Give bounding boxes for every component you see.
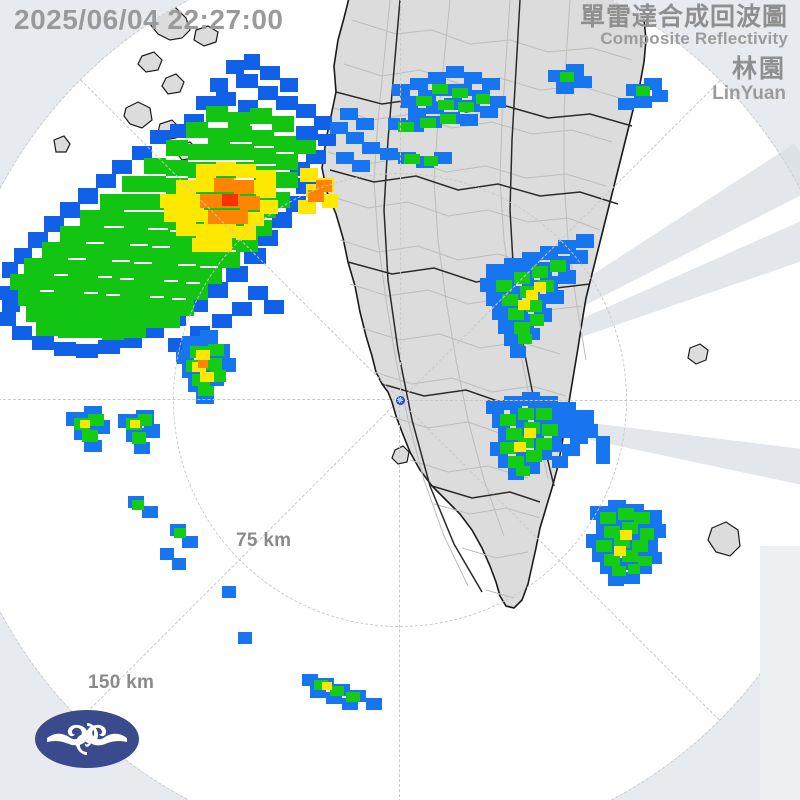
offshore-islet-southeast [707,521,741,557]
product-title-block: 單雷達合成回波圖 Composite Reflectivity [580,4,788,49]
echo-far-south-yellow [322,682,332,690]
product-title-chinese: 單雷達合成回波圖 [579,3,788,31]
echo-north-coast-blue [330,64,668,172]
xiaoliuqiu-islet [391,445,410,465]
echo-central-strait-orange [198,360,208,368]
echo-nw-band-red [222,194,238,206]
cwa-logo [35,710,139,768]
product-title-english: Composite Reflectivity [600,29,788,49]
colorbar-panel: dBZ 05101520253035404550556065 [760,546,800,800]
echo-south-cluster-yellow [514,428,536,452]
range-ring-label-75km: 75 km [236,530,292,551]
station-name-chinese: 林園 [731,55,786,83]
echo-far-south-green [314,680,360,702]
echo-south-cluster-green [500,408,558,476]
timestamp-label: 2025/06/04 22:27:00 [14,4,284,35]
echo-sw-scattered-yellow [80,420,140,428]
echo-sw-scattered-green [74,414,186,538]
echo-far-south-blue [238,632,382,710]
offshore-islet-east [687,343,709,365]
radar-site-marker [396,396,405,405]
echo-offshore-se-green [596,508,654,576]
logo-wind-swirls [47,723,127,755]
station-name-block: 林園 LinYuan [712,55,786,104]
echo-north-coast-green [398,72,650,166]
station-name-english: LinYuan [712,82,786,104]
echo-se-coast-yellow [518,282,546,310]
range-ring-label-150km: 150 km [88,672,155,693]
